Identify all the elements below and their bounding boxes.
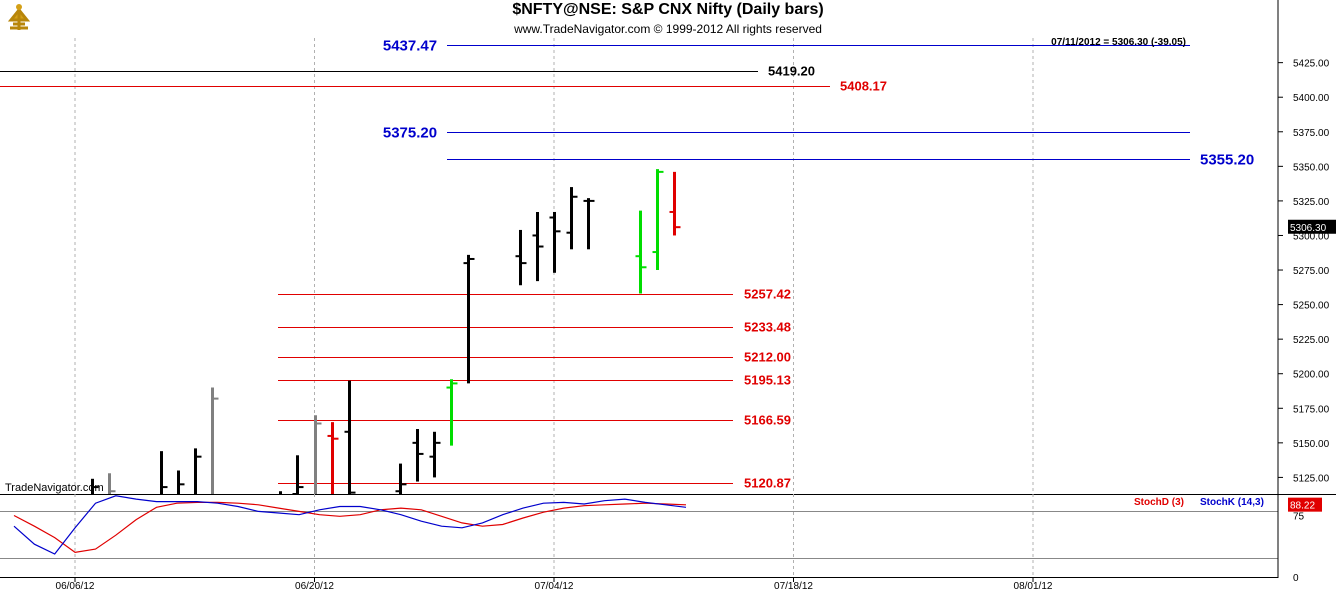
level-label: 5437.47	[383, 38, 437, 55]
ohlc-bar	[463, 254, 475, 384]
y-tick-label: 5400.00	[1293, 93, 1330, 104]
x-tick-label: 08/01/12	[1014, 581, 1053, 592]
ohlc-bar	[412, 429, 424, 482]
ohlc-bar	[566, 187, 578, 250]
level-label: 5355.20	[1200, 152, 1254, 169]
y-tick-label: 5250.00	[1293, 301, 1330, 312]
x-tick-label: 06/06/12	[56, 581, 95, 592]
chart-subtitle: www.TradeNavigator.com © 1999-2012 All r…	[514, 22, 822, 36]
stoch-y-tick-label: 75	[1293, 512, 1305, 523]
ohlc-bar	[314, 415, 322, 494]
ohlc-bar	[344, 380, 356, 494]
legend-stoch-k: StochK (14,3)	[1200, 497, 1264, 508]
legend-stoch-d: StochD (3)	[1134, 497, 1184, 508]
ohlc-bar	[160, 451, 168, 494]
ohlc-bar	[108, 473, 116, 494]
ohlc-bar	[669, 171, 681, 236]
x-tick-label: 07/18/12	[774, 581, 813, 592]
ohlc-bar	[652, 169, 664, 271]
ohlc-bar	[292, 455, 304, 495]
level-label: 5195.13	[744, 373, 791, 388]
y-tick-label: 5175.00	[1293, 404, 1330, 415]
ohlc-bar	[583, 198, 595, 250]
ohlc-bar	[515, 229, 527, 286]
stoch-series-line	[13, 495, 687, 555]
watermark: TradeNavigator.com	[5, 482, 104, 494]
level-label: 5419.20	[768, 64, 815, 79]
ohlc-bar	[177, 470, 185, 494]
ohlc-bar	[194, 448, 202, 494]
ohlc-bar	[211, 387, 219, 494]
ohlc-bar	[549, 211, 561, 273]
stochastic-panel: 75 0 88.22	[0, 495, 1322, 584]
last-price-box	[1288, 219, 1336, 234]
y-tick-label: 5125.00	[1293, 473, 1330, 484]
level-label: 5233.48	[744, 320, 791, 335]
y-tick-label: 5425.00	[1293, 59, 1330, 70]
chart-title: $NFTY@NSE: S&P CNX Nifty (Daily bars)	[512, 1, 824, 18]
level-label: 5120.87	[744, 476, 791, 491]
last-price-label: 5306.30	[1290, 223, 1327, 234]
stoch-y-tick-label: 0	[1293, 573, 1299, 584]
tradenavigator-logo-icon	[2, 2, 36, 36]
y-tick-label: 5300.00	[1293, 231, 1330, 242]
x-tick-label: 07/04/12	[535, 581, 574, 592]
ohlc-bar	[635, 210, 647, 294]
y-tick-label: 5350.00	[1293, 162, 1330, 173]
price-bars	[91, 169, 681, 495]
stoch-last-box	[1288, 497, 1322, 512]
level-label: 5257.42	[744, 287, 791, 302]
level-label: 5166.59	[744, 413, 791, 428]
level-label: 5408.17	[840, 79, 887, 94]
ohlc-bar	[429, 431, 441, 478]
last-price-info: 07/11/2012 = 5306.30 (-39.05)	[1051, 37, 1186, 48]
price-levels: 5437.47 5419.20 5408.17 5375.20 5355.20 5257.…	[0, 38, 1254, 491]
date-axis: 06/06/12 06/20/12 07/04/12 07/18/12 08/01/12	[56, 577, 1053, 592]
y-tick-label: 5150.00	[1293, 439, 1330, 450]
y-tick-label: 5375.00	[1293, 128, 1330, 139]
x-tick-label: 06/20/12	[295, 581, 334, 592]
ohlc-bar	[446, 379, 458, 446]
ohlc-bar	[395, 463, 407, 494]
stoch-series-line	[13, 501, 687, 554]
level-label: 5375.20	[383, 125, 437, 142]
chart-grid	[0, 38, 1336, 578]
ohlc-bar	[91, 478, 99, 494]
y-tick-label: 5200.00	[1293, 370, 1330, 381]
y-tick-label: 5325.00	[1293, 197, 1330, 208]
level-label: 5212.00	[744, 350, 791, 365]
y-tick-label: 5275.00	[1293, 266, 1330, 277]
price-axis: 5125.00 5150.00 5175.00 5200.00 5225.00 5250.…	[1277, 0, 1336, 578]
ohlc-bar	[327, 422, 339, 494]
ohlc-bar	[532, 211, 544, 282]
y-tick-label: 5225.00	[1293, 335, 1330, 346]
stoch-last-label: 88.22	[1290, 501, 1315, 512]
